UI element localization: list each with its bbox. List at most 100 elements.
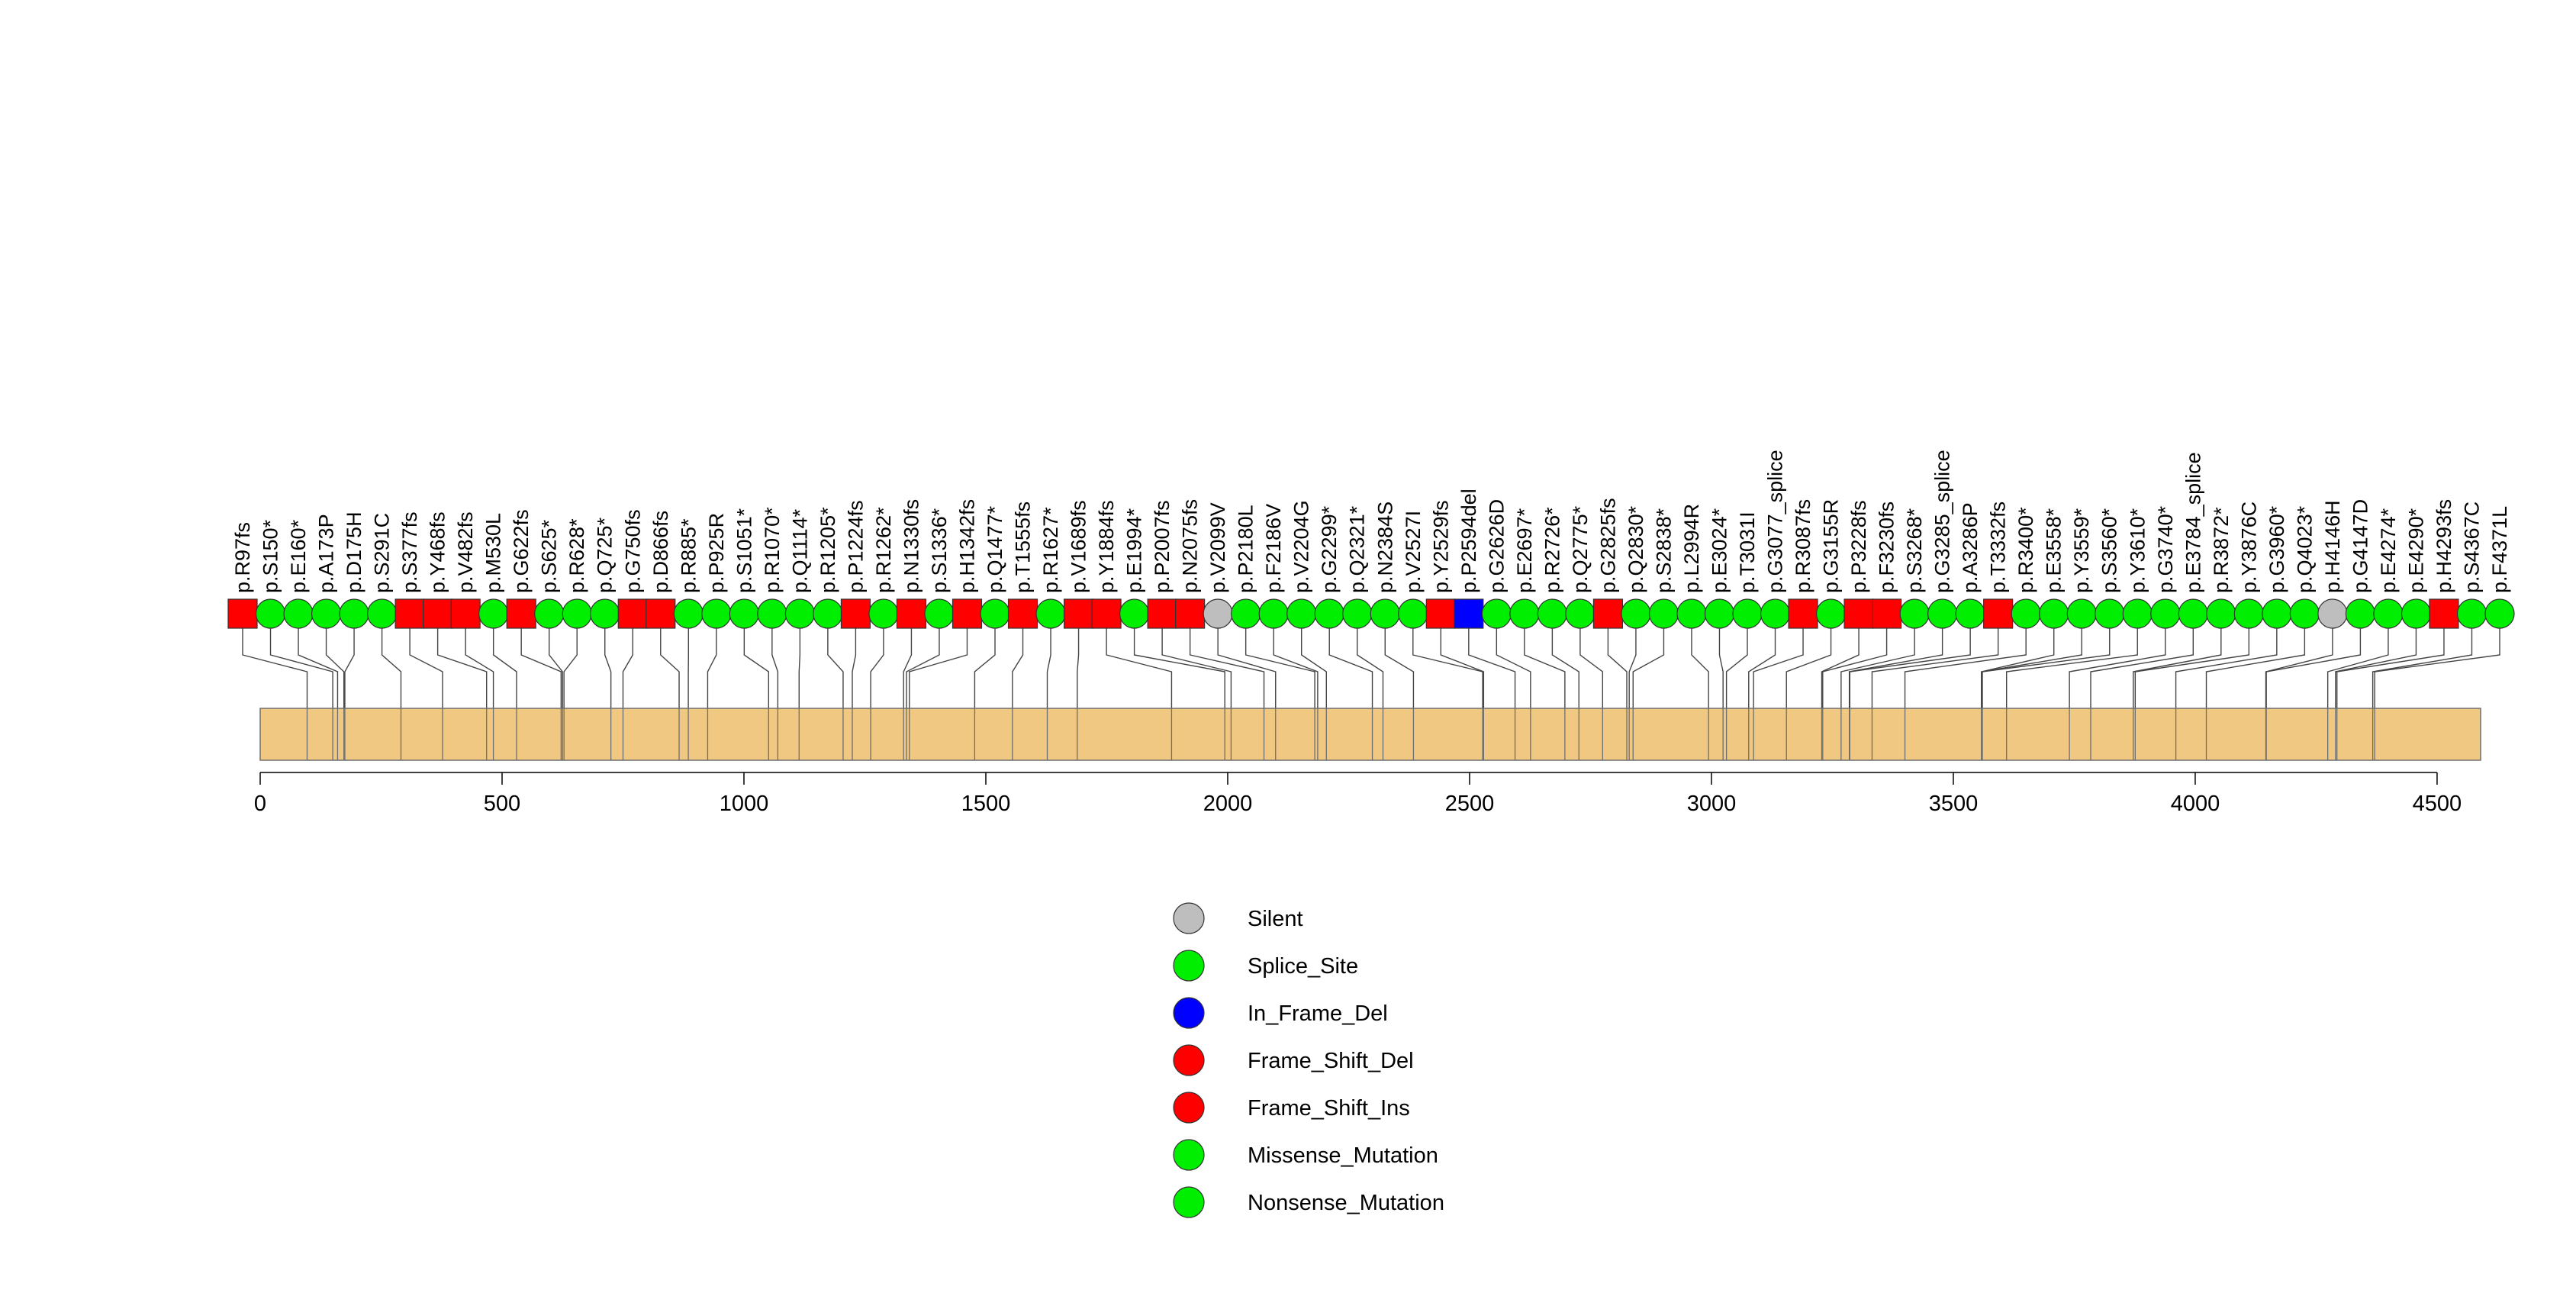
legend-label: Silent xyxy=(1248,907,1303,931)
mutation-marker-circle xyxy=(2178,598,2208,629)
mutation-marker-circle xyxy=(2317,598,2348,629)
mutation-marker-square xyxy=(1843,598,1874,629)
connector-line xyxy=(1357,614,1384,708)
connector-line xyxy=(269,614,333,708)
connector-line xyxy=(660,614,680,708)
mutation-label: p.V2527I xyxy=(1402,511,1425,593)
mutation-marker-square xyxy=(1425,598,1456,629)
mutation-label: p.N2075fs xyxy=(1179,499,1202,593)
connector-line xyxy=(622,614,633,708)
mutation-label: p.P925R xyxy=(705,513,728,593)
connector-line xyxy=(870,614,884,708)
mutation-label: p.S3560* xyxy=(2098,508,2121,593)
connector-line xyxy=(852,614,857,708)
mutation-marker-circle xyxy=(478,598,509,629)
mutation-marker-circle xyxy=(2150,598,2181,629)
connector-line xyxy=(549,614,563,708)
mutation-marker-square xyxy=(896,598,927,629)
connector-line xyxy=(465,614,494,708)
mutation-label: p.L2994R xyxy=(1680,504,1703,593)
mutation-label: p.R3400* xyxy=(2014,507,2037,593)
mutation-label: p.Q1114* xyxy=(788,508,811,593)
mutation-marker-square xyxy=(1063,598,1094,629)
mutation-marker-circle xyxy=(2206,598,2236,629)
connector-line xyxy=(2133,614,2222,708)
connector-line xyxy=(344,614,355,708)
mutation-label: p.R1070* xyxy=(761,507,784,593)
mutation-marker-circle xyxy=(924,598,955,629)
mutation-label: p.G2299* xyxy=(1318,505,1341,593)
mutation-label: p.G3155R xyxy=(1820,499,1843,593)
x-tick-label: 3000 xyxy=(1687,792,1737,816)
mutation-label: p.Q2775* xyxy=(1569,505,1592,593)
x-tick-label: 2500 xyxy=(1445,792,1495,816)
connector-line xyxy=(1273,614,1319,708)
connector-line xyxy=(1849,614,1971,708)
connector-line xyxy=(906,614,940,708)
legend-label: In_Frame_Del xyxy=(1248,1001,1388,1026)
mutation-label: p.G2626D xyxy=(1485,499,1508,593)
mutation-label: p.Q725* xyxy=(594,517,617,593)
mutation-label: p.E4290* xyxy=(2404,508,2427,593)
mutation-label: p.S377fs xyxy=(398,511,421,593)
connector-line xyxy=(2205,614,2306,708)
mutation-marker-square xyxy=(617,598,648,629)
mutation-marker-square xyxy=(840,598,871,629)
connector-line xyxy=(1440,614,1485,708)
mutation-label: p.Q1477* xyxy=(984,505,1006,593)
mutation-marker-circle xyxy=(1370,598,1400,629)
mutation-label: p.S1051* xyxy=(733,508,755,593)
mutation-label: p.G622fs xyxy=(510,509,533,593)
mutation-marker-circle xyxy=(2122,598,2153,629)
mutation-marker-circle xyxy=(1481,598,1512,629)
connector-line xyxy=(2069,614,2166,708)
mutation-marker-square xyxy=(423,598,453,629)
connector-line xyxy=(903,614,913,708)
mutation-marker-circle xyxy=(2095,598,2125,629)
connector-line xyxy=(242,614,308,708)
mutation-label: p.E3784_splice xyxy=(2182,452,2204,593)
mutation-marker-square xyxy=(1983,598,2014,629)
mutation-label: p.R97fs xyxy=(231,522,254,593)
mutation-marker-circle xyxy=(1565,598,1596,629)
connector-line xyxy=(1982,614,2111,708)
mutation-marker-circle xyxy=(729,598,759,629)
mutation-marker-circle xyxy=(311,598,342,629)
connector-line xyxy=(298,614,339,708)
connector-line xyxy=(436,614,488,708)
mutation-label: p.R1205* xyxy=(816,507,839,593)
mutation-label: p.S3268* xyxy=(1903,508,1926,593)
mutation-marker-square xyxy=(1788,598,1818,629)
connector-line xyxy=(492,614,517,708)
legend-label: Missense_Mutation xyxy=(1248,1143,1438,1168)
mutation-marker-circle xyxy=(2066,598,2097,629)
mutation-marker-square xyxy=(394,598,425,629)
connector-line xyxy=(743,614,770,708)
mutation-label: p.D866fs xyxy=(649,511,672,593)
connector-line xyxy=(1579,614,1604,708)
mutation-marker-circle xyxy=(562,598,592,629)
mutation-label: p.Q4023* xyxy=(2293,505,2316,593)
mutation-label: p.T3332fs xyxy=(1987,501,2010,593)
x-tick-label: 2000 xyxy=(1203,792,1253,816)
mutation-label: p.Q2321* xyxy=(1346,505,1369,593)
mutation-marker-circle xyxy=(1815,598,1847,629)
mutation-marker-circle xyxy=(366,598,398,629)
connector-line xyxy=(2134,614,2250,708)
mutation-label: p.V2204G xyxy=(1290,500,1313,593)
mutation-marker-circle xyxy=(813,598,843,629)
connector-line xyxy=(1189,614,1265,708)
connector-line xyxy=(1753,614,1804,708)
connector-line xyxy=(1628,614,1637,708)
legend-label: Splice_Site xyxy=(1248,954,1358,979)
mutation-marker-square xyxy=(227,598,258,629)
connector-line xyxy=(1524,614,1566,708)
connector-line xyxy=(1328,614,1373,708)
protein-bar-position-lines xyxy=(306,708,2375,760)
mutation-marker-circle xyxy=(2262,598,2292,629)
mutation-marker-circle xyxy=(1203,598,1233,629)
connector-line xyxy=(1632,614,1665,708)
mutation-label: p.S4367C xyxy=(2460,501,2483,593)
mutation-label: p.V1689fs xyxy=(1067,500,1090,593)
connector-line xyxy=(1046,614,1051,708)
